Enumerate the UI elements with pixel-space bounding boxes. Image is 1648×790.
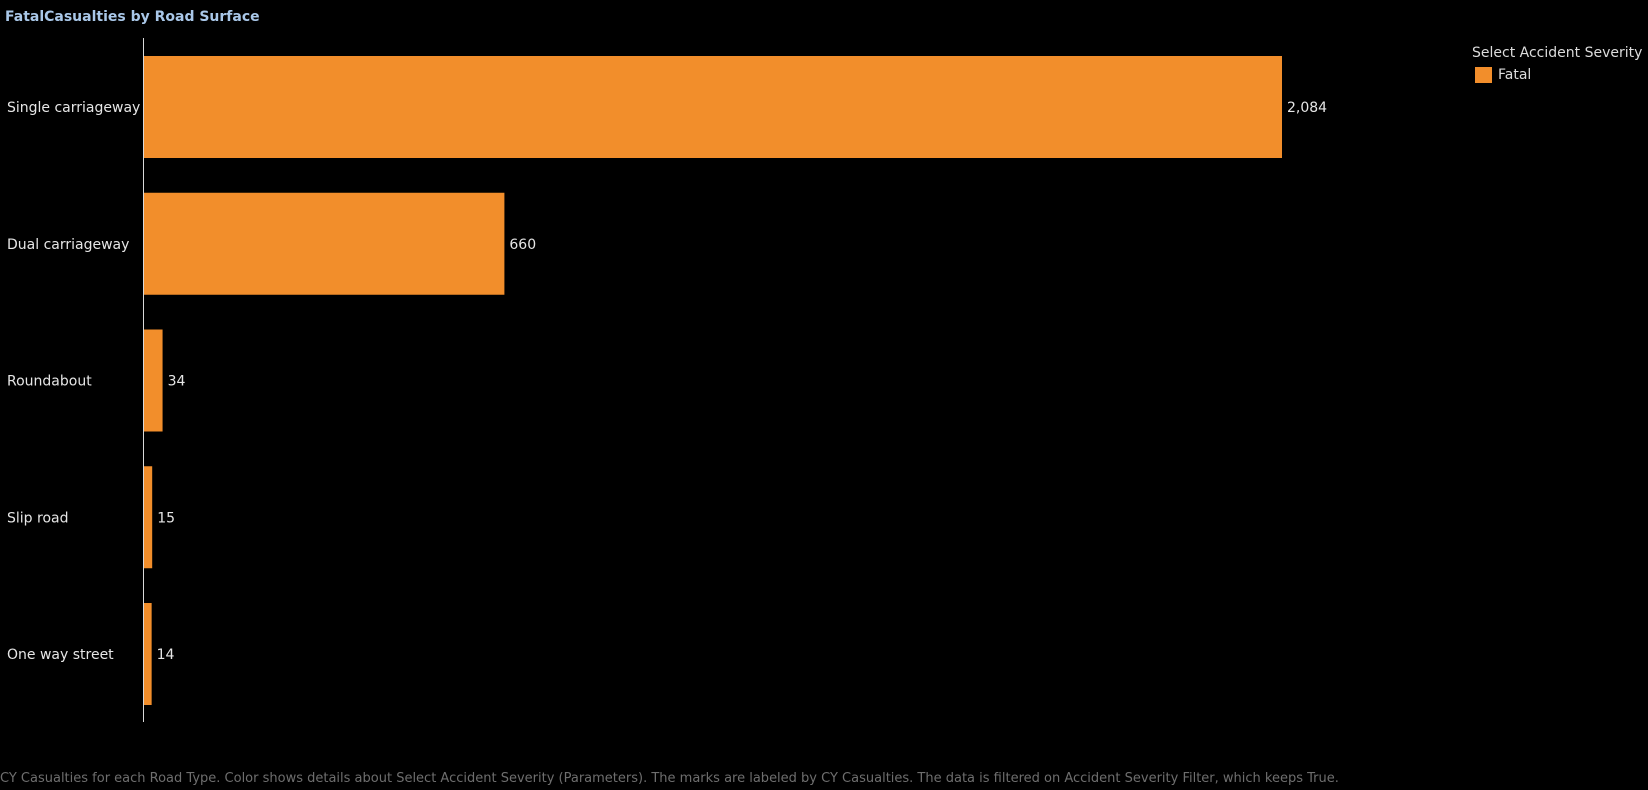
bars-group: Single carriageway 2,084 Dual carriageway 6… — [7, 56, 1327, 705]
value-label-roundabout: 34 — [168, 374, 186, 390]
category-label-single-carriageway: Single carriageway — [7, 100, 140, 116]
value-label-slip-road: 15 — [157, 510, 175, 526]
value-label-dual-carriageway: 660 — [509, 237, 536, 253]
chart-caption: CY Casualties for each Road Type. Color … — [0, 771, 1339, 786]
legend-item-fatal[interactable]: Fatal — [1472, 67, 1648, 83]
bar-dual-carriageway[interactable] — [144, 192, 505, 295]
category-label-slip-road: Slip road — [7, 510, 68, 526]
bar-slip-road[interactable] — [144, 466, 153, 569]
category-label-roundabout: Roundabout — [7, 374, 92, 390]
legend-title: Select Accident Severity — [1472, 45, 1643, 61]
chart-title: FatalCasualties by Road Surface — [5, 9, 260, 25]
bar-single-carriageway[interactable] — [144, 56, 1282, 158]
bar-one-way-street[interactable] — [144, 603, 152, 705]
value-label-one-way-street: 14 — [157, 647, 175, 663]
bar-chart: Single carriageway 2,084 Dual carriageway 6… — [7, 38, 1327, 722]
category-label-dual-carriageway: Dual carriageway — [7, 237, 129, 253]
bar-roundabout[interactable] — [144, 329, 163, 432]
legend-label: Fatal — [1498, 67, 1532, 83]
value-label-single-carriageway: 2,084 — [1287, 100, 1327, 116]
legend-swatch — [1475, 67, 1492, 83]
category-label-one-way-street: One way street — [7, 647, 114, 663]
legend: Select Accident Severity Fatal — [1472, 45, 1648, 83]
